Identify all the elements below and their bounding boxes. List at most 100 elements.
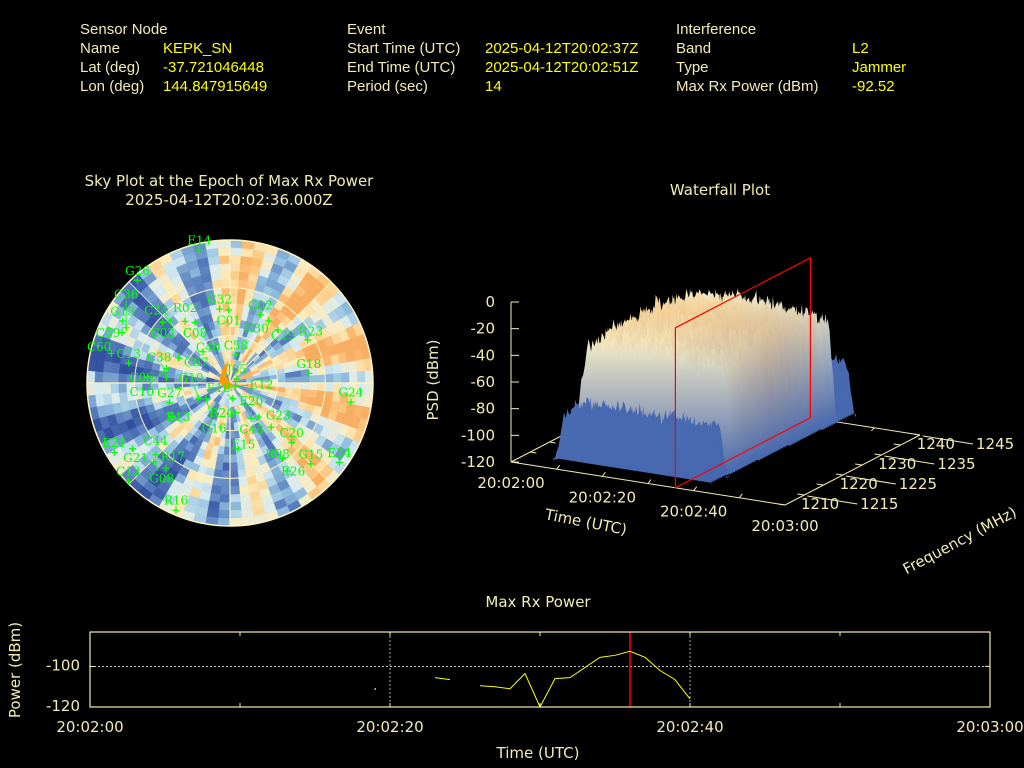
satellite-C40: C40	[196, 340, 220, 356]
satellite-plus-marker	[125, 359, 133, 367]
satellite-G02: G02	[248, 298, 273, 319]
satellite-label: C07	[184, 355, 208, 369]
satellite-G27: G27	[157, 386, 182, 407]
satellite-label: E26	[281, 464, 305, 478]
sky-cell	[324, 382, 334, 393]
sky-cell	[218, 501, 231, 511]
satellite-plus-marker	[234, 445, 242, 453]
satellite-label: G21	[123, 451, 148, 465]
sky-cell	[239, 264, 251, 274]
satellite-label: C60	[87, 340, 111, 354]
frequency-tick	[816, 483, 824, 486]
sky-cell	[220, 485, 231, 495]
satellite-label: C44	[143, 434, 168, 448]
satellite-plus-marker	[118, 329, 126, 337]
satellite-plus-marker	[225, 306, 233, 314]
power-value: -92.52	[852, 78, 895, 95]
satellite-plus-marker	[255, 413, 263, 421]
satellite-plus-marker	[232, 351, 240, 359]
satellite-E13: E13	[166, 410, 190, 424]
time-marker-plane	[674, 256, 812, 489]
sky-cell	[229, 501, 242, 511]
satellite-G13: G13	[110, 305, 135, 325]
satellite-plus-marker	[267, 423, 275, 431]
power-series-line	[434, 677, 451, 681]
waterfall-ylabel: Frequency (MHz)	[900, 503, 1020, 578]
satellite-C48: C48	[239, 413, 264, 437]
band-value: L2	[852, 40, 869, 57]
sky-cell	[118, 391, 129, 403]
sky-cell	[308, 382, 318, 391]
satellite-C44: C44	[143, 434, 168, 459]
satellite-label: C12	[116, 465, 140, 479]
satellite-plus-marker	[110, 449, 118, 457]
power-y-tick-label: -100	[46, 656, 80, 674]
sky-cell	[220, 271, 231, 281]
sky-cell	[118, 363, 129, 375]
sky-cell	[331, 363, 342, 375]
jammer-direction-blob	[219, 361, 234, 390]
satellite-plus-marker	[202, 395, 210, 403]
sky-cell	[111, 392, 121, 404]
satellite-G08: G08	[149, 458, 174, 486]
satellite-G10: G10	[179, 371, 203, 402]
satellite-plus-marker	[304, 336, 312, 344]
frequency-tick-label: 1245	[976, 435, 1014, 453]
satellite-J05: J05	[225, 363, 247, 383]
satellite-E12: E12	[232, 378, 273, 392]
sky-cell	[223, 446, 231, 455]
satellite-label-leader	[148, 368, 167, 385]
sky-cell	[348, 371, 358, 384]
sky-cell	[229, 422, 235, 431]
sky-cell	[224, 327, 231, 336]
satellite-label: C20	[279, 426, 303, 440]
lon-label: Lon (deg)	[80, 78, 144, 95]
satellite-label: C59	[96, 326, 120, 340]
satellite-plus-marker	[279, 454, 287, 462]
satellite-label: E34	[327, 446, 351, 460]
end-value: 2025-04-12T20:02:51Z	[485, 59, 638, 76]
satellite-label: E15	[231, 438, 255, 452]
sky-cell	[218, 509, 231, 519]
sky-cell	[308, 375, 318, 384]
type-label: Type	[676, 59, 709, 76]
frequency-tick-label: 1225	[899, 475, 937, 493]
power-x-tick-label: 20:02:20	[356, 718, 423, 736]
satellite-plus-marker	[256, 311, 264, 319]
sky-cell	[221, 469, 231, 479]
waterfall-axes: 0 -20 -40 -60 -80 -100 -120 20:02:00 20:02:20 20:…	[461, 293, 1014, 535]
psd-tick-label: 0	[485, 293, 495, 311]
satellite-label: G27	[157, 386, 182, 400]
frequency-tick-leader	[884, 455, 935, 465]
satellite-R17: R17	[161, 449, 185, 472]
sky-cell	[316, 374, 326, 384]
sky-cell	[94, 382, 104, 395]
satellite-R02: R02	[173, 301, 197, 325]
satellite-label: G13	[110, 305, 135, 319]
satellite-plus-marker	[124, 477, 132, 485]
satellite-plus-marker	[288, 439, 296, 447]
satellite-label: R08	[266, 447, 290, 461]
satellite-plus-marker	[274, 326, 282, 334]
satellite-label: R02	[173, 301, 197, 315]
sky-cell	[229, 247, 242, 257]
power-chart-title: Max Rx Power	[485, 593, 591, 611]
satellite-plus-marker	[134, 276, 142, 284]
sky-cell	[218, 255, 231, 265]
period-label: Period (sec)	[347, 78, 428, 95]
waterfall-zlabel: PSD (dBm)	[424, 339, 442, 420]
sky-cell	[102, 371, 112, 384]
waterfall-surface	[553, 288, 857, 486]
satellite-label: C29	[271, 328, 295, 342]
satellite-E18: E18	[207, 381, 237, 403]
lat-label: Lat (deg)	[80, 59, 140, 76]
satellite-C29: C29	[271, 326, 295, 342]
satellite-C58: C58	[224, 339, 248, 359]
sky-cell	[86, 382, 96, 396]
sky-cell	[236, 461, 246, 471]
satellite-label: G32	[207, 293, 232, 307]
satellite-plus-marker	[216, 305, 224, 313]
sky-cell	[301, 382, 310, 391]
satellite-C13: C13	[116, 347, 141, 367]
